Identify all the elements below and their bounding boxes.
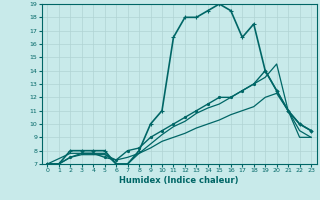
X-axis label: Humidex (Indice chaleur): Humidex (Indice chaleur)	[119, 176, 239, 185]
